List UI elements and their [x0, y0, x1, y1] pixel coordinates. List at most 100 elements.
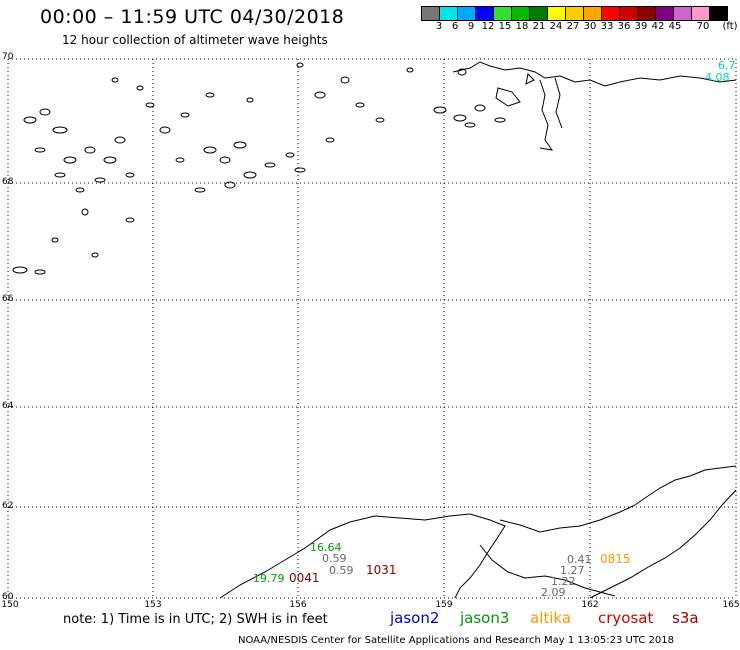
contour — [54, 172, 66, 178]
legend-label: 18 — [515, 21, 529, 32]
coastline — [219, 61, 737, 599]
legend-label: 70 — [696, 21, 710, 32]
coastline-bay-east — [554, 77, 563, 129]
coastline-gulf — [479, 544, 616, 597]
contour — [75, 187, 85, 193]
pass-label: 16.64 — [310, 541, 342, 554]
lat-tick-62: 62 — [2, 501, 14, 511]
contour — [103, 156, 117, 164]
island-east — [495, 87, 521, 107]
contour — [203, 146, 217, 154]
contour — [84, 146, 96, 154]
coastline-kamchatka-east — [589, 489, 737, 599]
legend-label: 3 — [435, 21, 443, 32]
footer-credit: NOAA/NESDIS Center for Satellite Applica… — [238, 635, 674, 646]
contour — [125, 172, 135, 178]
pass-label: 19.79 — [253, 572, 285, 585]
contour — [34, 269, 46, 275]
contour — [233, 141, 247, 149]
legend-label: 21 — [532, 21, 546, 32]
legend-label: 45 — [668, 21, 682, 32]
contour — [51, 237, 59, 243]
contour — [296, 62, 304, 68]
contour — [433, 106, 447, 114]
wave-height-legend: 3 6 9 12 15 18 21 24 27 30 33 36 39 42 4… — [421, 6, 738, 32]
pass-label: 0.41 — [567, 553, 592, 566]
contour — [180, 112, 190, 118]
lon-tick-150: 150 — [1, 600, 19, 610]
satellite-altika: altika — [530, 609, 572, 627]
contour — [453, 114, 467, 122]
contour — [194, 187, 206, 193]
contour — [23, 116, 37, 124]
legend-labels: 3 6 9 12 15 18 21 24 27 30 33 36 39 42 4… — [421, 21, 740, 35]
contour — [406, 67, 414, 73]
pass-label: 4.08 — [705, 71, 730, 84]
contour — [159, 126, 171, 134]
contour — [219, 156, 231, 164]
legend-label: 36 — [617, 21, 631, 32]
contour — [474, 104, 486, 112]
pass-label: 6.7 — [718, 59, 736, 72]
contour — [246, 97, 254, 103]
legend-label: 12 — [481, 21, 495, 32]
contour — [125, 217, 135, 223]
legend-swatch-17 — [709, 6, 728, 21]
map-note: note: 1) Time is in UTC; 2) SWH is in fe… — [63, 612, 328, 627]
contour — [39, 108, 51, 116]
legend-label: 24 — [549, 21, 563, 32]
satellite-jason2: jason2 — [390, 609, 440, 627]
legend-swatches — [421, 6, 728, 21]
satellite-s3a: s3a — [672, 609, 699, 627]
coastline-kamchatka-north — [499, 465, 737, 533]
contour — [145, 102, 155, 108]
contour — [114, 136, 126, 144]
contour — [94, 177, 106, 183]
lon-tick-165: 165 — [722, 600, 740, 610]
contour — [136, 85, 144, 91]
contour — [375, 117, 385, 123]
legend-label: 6 — [451, 21, 459, 32]
contour — [34, 147, 46, 153]
legend-label: 39 — [634, 21, 648, 32]
contour — [355, 102, 365, 108]
lon-tick-156: 156 — [289, 600, 307, 610]
contour — [91, 252, 99, 258]
coastline-bay — [539, 79, 554, 151]
satellite-jason3: jason3 — [460, 609, 510, 627]
pass-label: 1031 — [366, 563, 397, 577]
pass-label: 1.27 — [560, 564, 585, 577]
contour — [81, 208, 89, 216]
map-title: 00:00 – 11:59 UTC 04/30/2018 — [40, 6, 345, 28]
contour — [63, 156, 77, 164]
lat-tick-64: 64 — [2, 401, 14, 411]
pass-label: 0815 — [600, 552, 631, 566]
coastline-east-siberia — [452, 61, 737, 87]
contour — [111, 77, 119, 83]
pass-label: 1.22 — [551, 575, 576, 588]
pass-label: 2.09 — [541, 586, 566, 599]
pass-label: 0041 — [289, 571, 320, 585]
legend-label: 27 — [566, 21, 580, 32]
map-subtitle: 12 hour collection of altimeter wave hei… — [62, 33, 328, 47]
contour — [264, 162, 276, 168]
lon-tick-159: 159 — [435, 600, 453, 610]
lon-tick-153: 153 — [144, 600, 162, 610]
contour — [457, 68, 467, 76]
contour — [285, 152, 295, 158]
contour — [325, 137, 335, 143]
legend-label: 42 — [651, 21, 665, 32]
contour — [294, 167, 306, 173]
contour — [52, 126, 68, 134]
legend-label: 30 — [583, 21, 597, 32]
legend-label: 33 — [600, 21, 614, 32]
pass-label: 0.59 — [329, 564, 354, 577]
contour — [205, 92, 215, 98]
pass-label: 0.59 — [322, 552, 347, 565]
legend-unit: (ft) — [722, 21, 738, 32]
contour — [464, 122, 476, 128]
lat-tick-70: 70 — [2, 52, 14, 62]
lon-tick-162: 162 — [581, 600, 599, 610]
contour — [314, 91, 326, 99]
